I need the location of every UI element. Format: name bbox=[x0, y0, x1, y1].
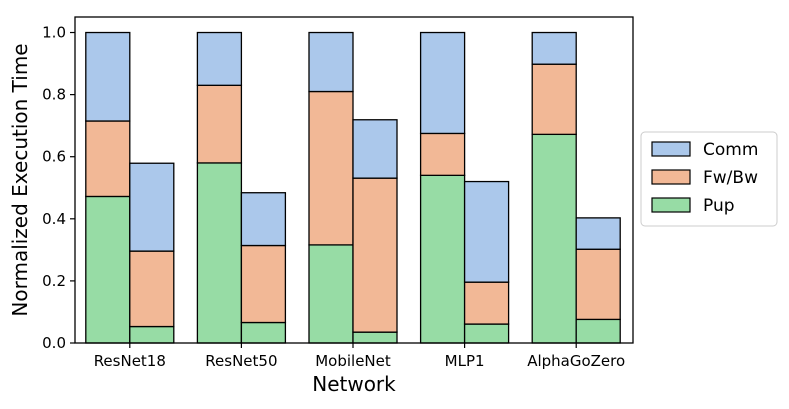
bar-segment-fw-bw bbox=[240, 244, 287, 324]
bar-segment-fw-bw bbox=[196, 84, 243, 164]
bar-segment-pup bbox=[352, 331, 398, 344]
y-tick-label: 0.6 bbox=[42, 148, 66, 166]
x-tick-label: MLP1 bbox=[445, 352, 485, 370]
bar-segment-pup bbox=[419, 174, 466, 344]
y-tick-label: 1.0 bbox=[42, 24, 66, 42]
bar-segment-pup bbox=[575, 318, 621, 344]
x-tick-label: AlphaGoZero bbox=[527, 352, 625, 370]
x-tick-label: MobileNet bbox=[315, 352, 391, 370]
legend-swatch bbox=[651, 197, 691, 213]
legend-label: Pup bbox=[703, 196, 735, 216]
x-ticks: ResNet18 ResNet50 MobileNet MLP1 AlphaGoZero bbox=[94, 343, 625, 370]
bar-segment-comm bbox=[196, 31, 243, 86]
y-ticks: 0.0 0.2 0.4 0.6 0.8 1.0 bbox=[42, 24, 75, 352]
legend: Comm Fw/Bw Pup bbox=[640, 131, 778, 227]
bars bbox=[85, 31, 621, 344]
bar-segment-pup bbox=[531, 133, 577, 344]
y-tick-label: 0.0 bbox=[42, 334, 66, 352]
y-tick-label: 0.8 bbox=[42, 86, 66, 104]
bar-segment-pup bbox=[240, 321, 287, 344]
bar-segment-comm bbox=[240, 192, 287, 247]
bar-segment-comm bbox=[575, 217, 621, 250]
bar-segment-comm bbox=[129, 162, 175, 252]
legend-swatch bbox=[651, 169, 691, 185]
y-tick-label: 0.4 bbox=[42, 210, 66, 228]
bar-segment-comm bbox=[531, 31, 577, 65]
bar-segment-fw-bw bbox=[419, 132, 466, 176]
y-axis-title: Normalized Execution Time bbox=[8, 43, 32, 316]
y-tick-label: 0.2 bbox=[42, 272, 66, 290]
legend-label: Fw/Bw bbox=[703, 168, 758, 188]
bar-segment-comm bbox=[419, 31, 466, 135]
bar-segment-pup bbox=[196, 162, 243, 344]
legend-swatch bbox=[651, 141, 691, 157]
bar-segment-pup bbox=[308, 244, 354, 344]
bar-segment-fw-bw bbox=[463, 281, 510, 325]
bar-segment-fw-bw bbox=[129, 250, 175, 328]
x-tick-label: ResNet50 bbox=[205, 352, 277, 370]
bar-segment-pup bbox=[463, 323, 510, 344]
bar-segment-comm bbox=[352, 119, 398, 179]
bar-segment-pup bbox=[129, 325, 175, 344]
bar-segment-comm bbox=[463, 180, 510, 283]
x-axis-title: Network bbox=[312, 372, 396, 396]
bar-segment-fw-bw bbox=[531, 63, 577, 136]
x-tick-label: ResNet18 bbox=[94, 352, 166, 370]
plot-frame bbox=[74, 16, 634, 344]
bar-segment-fw-bw bbox=[308, 90, 354, 246]
bar-segment-pup bbox=[85, 195, 131, 344]
legend-label: Comm bbox=[703, 140, 758, 160]
bar-segment-fw-bw bbox=[575, 248, 621, 321]
bar-segment-comm bbox=[85, 31, 131, 122]
bar-segment-comm bbox=[308, 31, 354, 93]
bar-segment-fw-bw bbox=[352, 177, 398, 333]
bar-segment-fw-bw bbox=[85, 120, 131, 198]
